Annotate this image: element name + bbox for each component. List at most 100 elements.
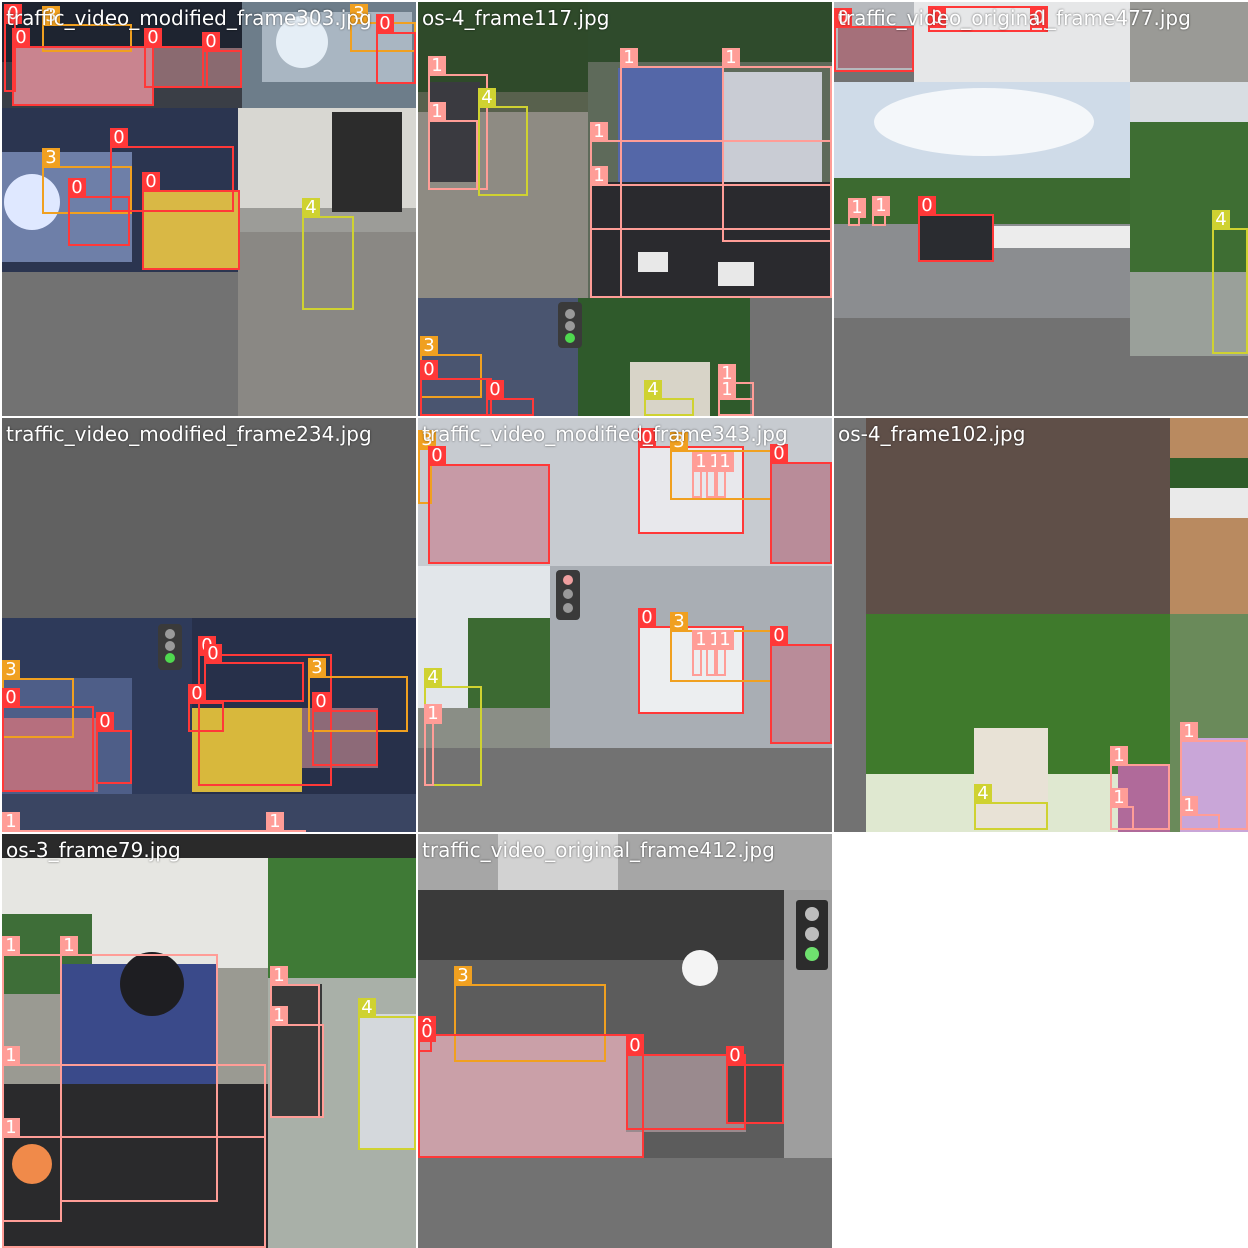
detection-box-class-3: 3 bbox=[418, 430, 436, 504]
detection-box-class-1: 1 bbox=[266, 812, 306, 832]
detection-box-class-1: 1 bbox=[872, 196, 890, 226]
class-id-tag: 0 bbox=[110, 128, 128, 148]
tile-filename: os-4_frame117.jpg bbox=[422, 6, 610, 30]
tile-filename: traffic_video_modified_frame303.jpg bbox=[6, 6, 372, 30]
class-id-tag: 1 bbox=[266, 812, 284, 832]
class-id-tag: 1 bbox=[716, 630, 734, 650]
detection-box-class-1: 1 bbox=[848, 198, 866, 226]
detection-box-class-0: 0 bbox=[418, 1022, 436, 1052]
tile-filename: traffic_video_modified_frame343.jpg bbox=[422, 422, 788, 446]
class-id-tag: 0 bbox=[376, 14, 394, 34]
class-id-tag: 3 bbox=[454, 966, 472, 986]
class-id-tag: 1 bbox=[2, 1046, 20, 1066]
class-id-tag: 4 bbox=[302, 198, 320, 218]
detection-box-class-0: 0 bbox=[144, 28, 208, 88]
detection-box-class-1: 1 bbox=[716, 630, 734, 676]
detection-box-class-0: 0 bbox=[638, 428, 744, 534]
class-id-tag: 1 bbox=[1180, 796, 1198, 816]
detection-box-class-1: 1 bbox=[692, 452, 710, 498]
class-id-tag: 0 bbox=[928, 8, 946, 28]
detection-box-class-1: 1 bbox=[270, 1006, 324, 1118]
class-id-tag: 0 bbox=[4, 4, 22, 24]
detection-box-class-0: 0 bbox=[96, 712, 132, 784]
class-id-tag: 0 bbox=[486, 380, 504, 400]
class-id-tag: 0 bbox=[626, 1036, 644, 1056]
detection-box-class-1: 1 bbox=[2, 812, 272, 832]
detection-box-class-1: 1 bbox=[706, 452, 724, 498]
tile-filename: os-4_frame102.jpg bbox=[838, 422, 1026, 446]
detection-box-class-1: 1 bbox=[2, 1118, 266, 1248]
detection-box-class-0: 0 bbox=[770, 444, 832, 564]
mosaic-tile: traffic_video_original_frame477.jpg 0 0 0 1… bbox=[834, 2, 1248, 416]
tile-image bbox=[2, 418, 416, 832]
detection-box-class-4: 4 bbox=[1212, 210, 1248, 354]
tile-filename: traffic_video_modified_frame234.jpg bbox=[6, 422, 372, 446]
class-id-tag: 4 bbox=[358, 998, 376, 1018]
class-id-tag: 0 bbox=[204, 644, 222, 664]
detection-box-class-1: 1 bbox=[692, 630, 710, 676]
detection-box-class-0: 0 bbox=[142, 172, 240, 270]
detection-box-class-4: 4 bbox=[478, 88, 528, 196]
class-id-tag: 0 bbox=[144, 28, 162, 48]
tile-image bbox=[2, 834, 416, 1248]
detection-box-class-4: 4 bbox=[358, 998, 416, 1150]
class-id-tag: 1 bbox=[722, 48, 740, 68]
class-id-tag: 1 bbox=[428, 102, 446, 122]
class-id-tag: 1 bbox=[718, 364, 736, 384]
class-id-tag: 3 bbox=[42, 148, 60, 168]
detection-box-class-1: 1 bbox=[1180, 796, 1220, 830]
class-id-tag: 1 bbox=[1180, 722, 1198, 742]
tile-image bbox=[418, 2, 832, 416]
class-id-tag: 3 bbox=[670, 432, 688, 452]
detection-box-class-3: 3 bbox=[308, 658, 408, 732]
class-id-tag: 0 bbox=[96, 712, 114, 732]
detection-box-class-3: 3 bbox=[454, 966, 606, 1062]
detection-box-class-0: 0 bbox=[376, 14, 416, 84]
detection-box-class-0: 0 bbox=[918, 196, 994, 262]
detection-box-class-1: 1 bbox=[428, 102, 478, 190]
detection-box-class-0: 0 bbox=[1030, 6, 1048, 32]
class-id-tag: 0 bbox=[312, 692, 330, 712]
class-id-tag: 0 bbox=[638, 428, 656, 448]
detection-box-class-0: 0 bbox=[110, 128, 234, 212]
class-id-tag: 1 bbox=[1110, 746, 1128, 766]
class-id-tag: 0 bbox=[918, 196, 936, 216]
tile-image bbox=[834, 2, 1248, 416]
class-id-tag: 0 bbox=[770, 444, 788, 464]
class-id-tag: 0 bbox=[1030, 8, 1048, 28]
detection-box-class-0: 0 bbox=[312, 692, 378, 766]
detection-box-class-0: 0 bbox=[834, 8, 914, 72]
detection-box-class-0: 0 bbox=[770, 626, 832, 744]
detection-box-class-0: 0 bbox=[418, 1016, 644, 1158]
mosaic-tile: os-3_frame79.jpg 1 1 1 1 1 1 4 bbox=[2, 834, 416, 1248]
class-id-tag: 1 bbox=[590, 122, 608, 142]
detection-box-class-0: 0 bbox=[420, 360, 492, 416]
class-id-tag: 1 bbox=[716, 452, 734, 472]
detection-box-class-0: 0 bbox=[68, 178, 130, 246]
class-id-tag: 3 bbox=[308, 658, 326, 678]
class-id-tag: 1 bbox=[424, 704, 442, 724]
detection-box-class-0: 0 bbox=[626, 1036, 746, 1130]
detection-box-class-1: 1 bbox=[60, 936, 218, 1202]
class-id-tag: 0 bbox=[2, 688, 20, 708]
detection-box-class-3: 3 bbox=[42, 148, 132, 214]
class-id-tag: 1 bbox=[692, 452, 710, 472]
class-id-tag: 1 bbox=[718, 380, 736, 400]
class-id-tag: 4 bbox=[424, 668, 442, 688]
class-id-tag: 1 bbox=[692, 630, 710, 650]
detection-box-class-4: 4 bbox=[644, 380, 694, 416]
tile-filename: traffic_video_original_frame477.jpg bbox=[838, 6, 1191, 30]
class-id-tag: 1 bbox=[2, 1118, 20, 1138]
class-id-tag: 0 bbox=[68, 178, 86, 198]
class-id-tag: 3 bbox=[670, 612, 688, 632]
mosaic-tile: os-4_frame102.jpg 1 1 4 1 1 bbox=[834, 418, 1248, 832]
class-id-tag: 3 bbox=[2, 660, 20, 680]
class-id-tag: 0 bbox=[770, 626, 788, 646]
detection-box-class-0: 0 bbox=[428, 446, 550, 564]
class-id-tag: 3 bbox=[418, 430, 436, 450]
empty-cell bbox=[834, 834, 1248, 1248]
